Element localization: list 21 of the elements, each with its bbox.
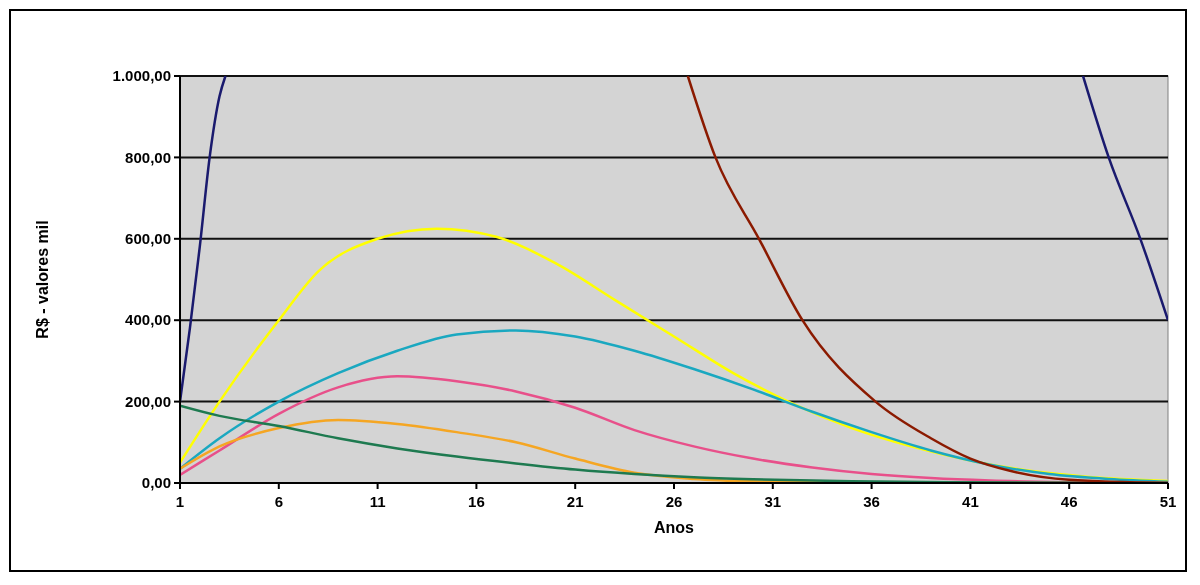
y-tick-label: 800,00 [125,148,171,166]
line-series [1081,76,1168,322]
x-tick-label: 16 [468,493,485,510]
y-tick-label: 600,00 [125,230,171,248]
x-tick-label: 41 [962,493,979,510]
y-tick-label: 400,00 [125,311,171,329]
x-tick-label: 21 [566,493,584,510]
x-tick-label: 6 [274,493,283,510]
y-tick-label: 1.000,00 [112,67,171,85]
y-tick-label: 200,00 [125,392,171,410]
x-axis-title: Anos [654,519,695,536]
y-axis-title: R$ - valores mil [34,220,51,339]
x-tick-label: 31 [764,493,782,510]
x-tick-label: 46 [1060,493,1078,510]
y-tick-label: 0,00 [141,474,171,492]
x-tick-label: 11 [369,493,386,510]
x-tick-label: 26 [665,493,683,510]
x-tick-label: 1 [175,493,185,510]
x-tick-label: 51 [1159,493,1177,510]
line-series [180,76,227,403]
x-tick-label: 36 [863,493,880,510]
